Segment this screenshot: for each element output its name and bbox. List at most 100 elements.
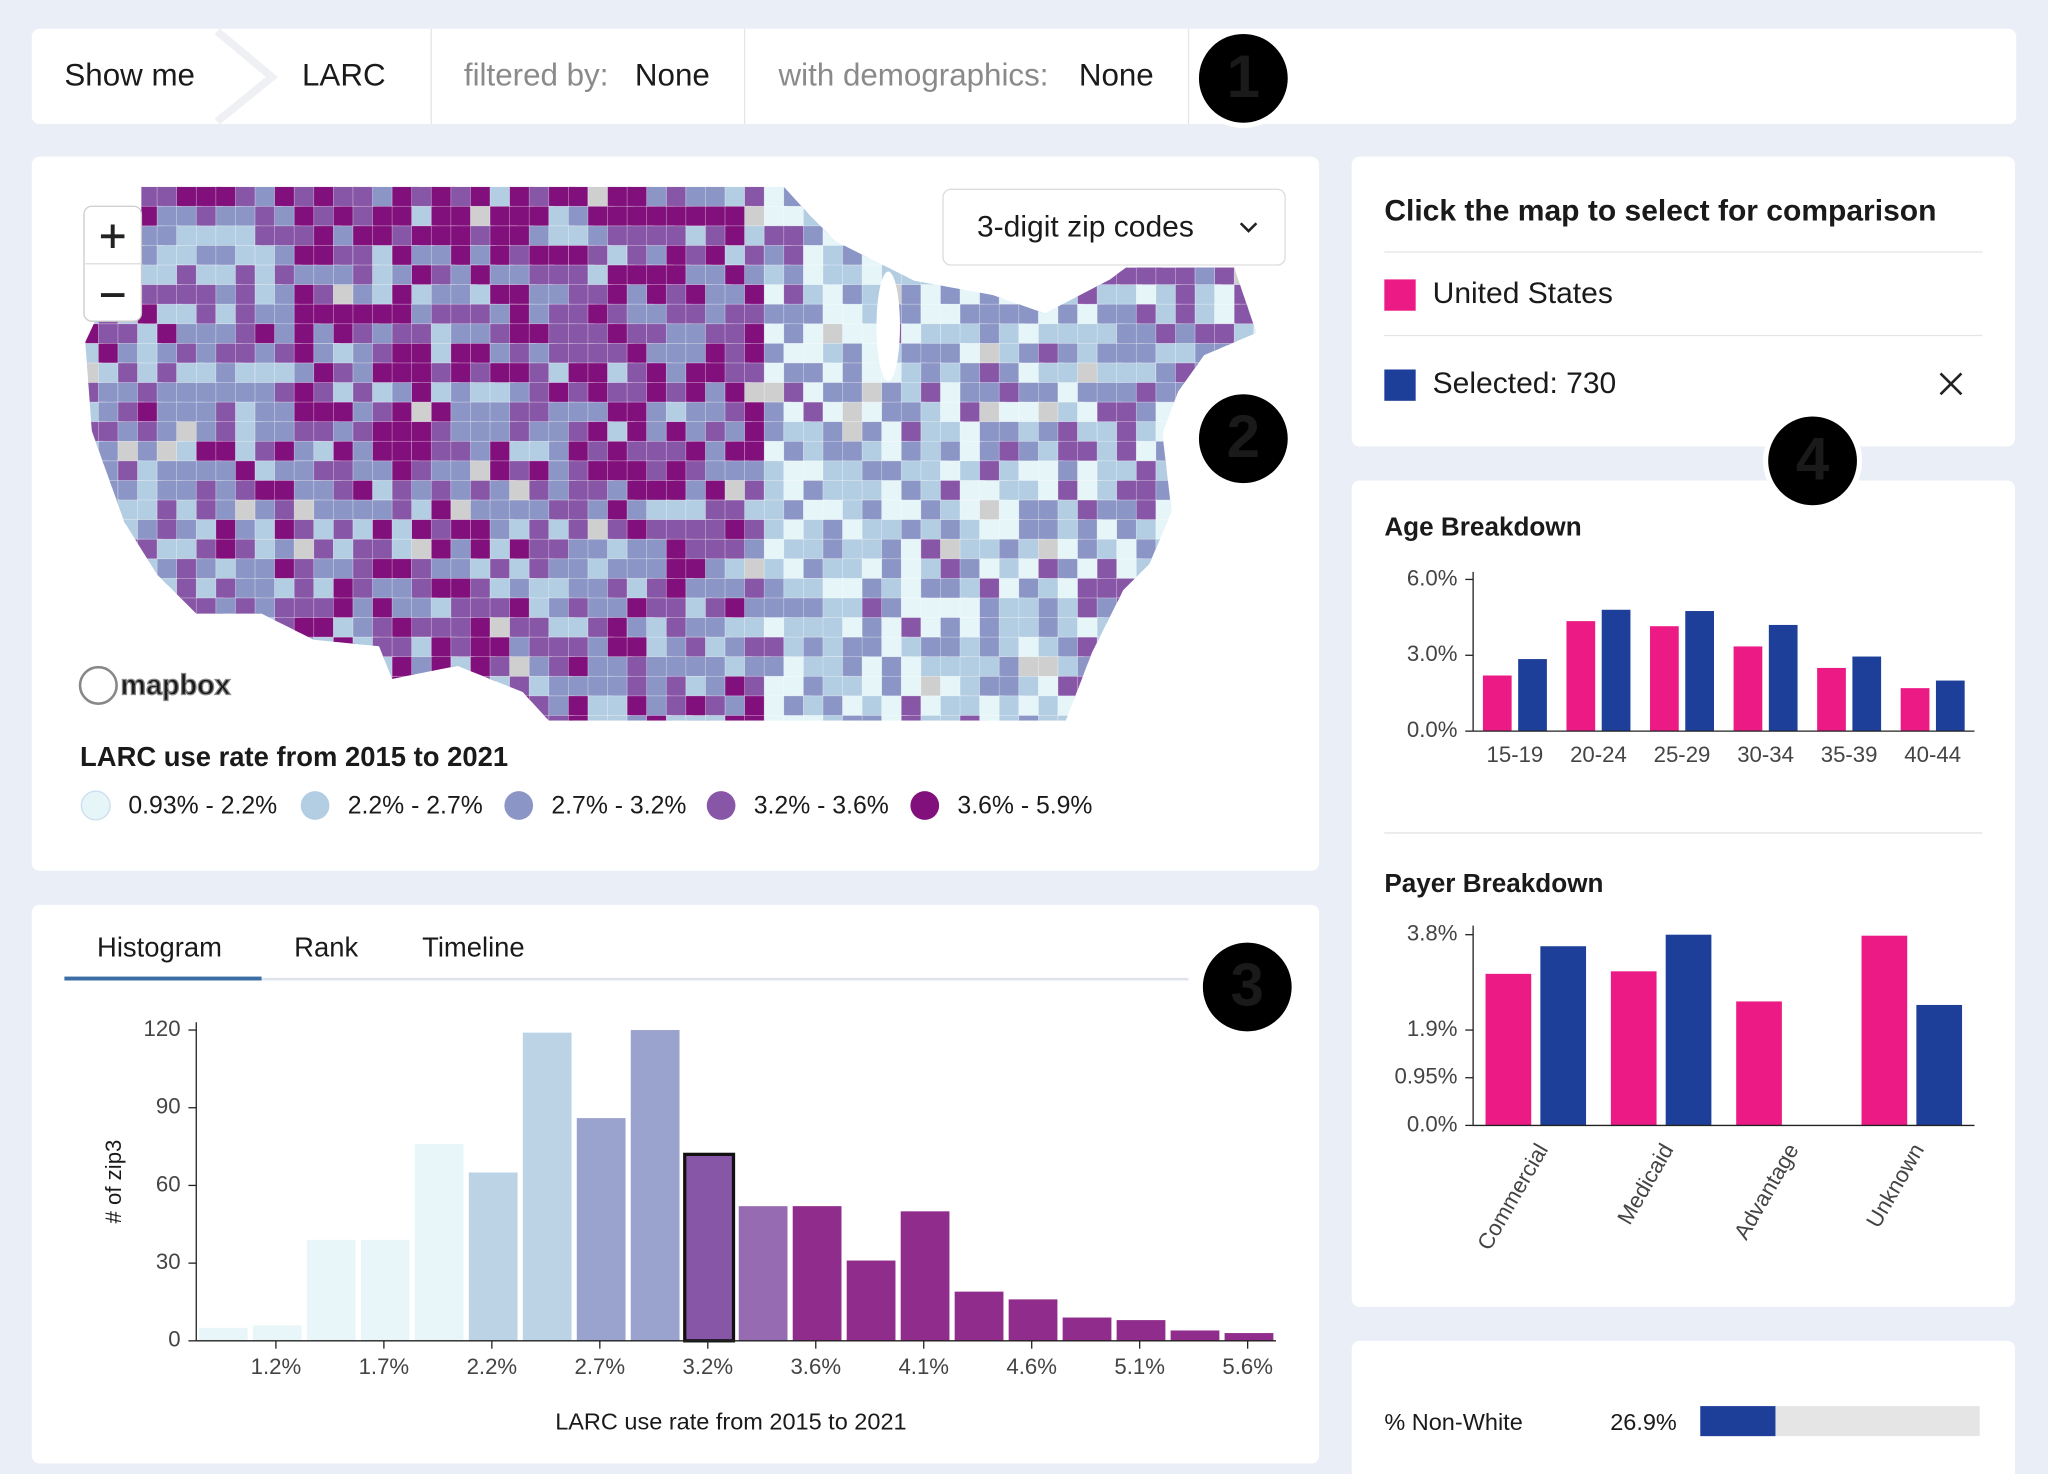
map-region [842, 303, 864, 326]
map-region [568, 656, 589, 679]
map-region [665, 675, 687, 699]
map-region [489, 245, 512, 269]
map-region [470, 284, 493, 307]
map-region [705, 715, 727, 721]
map-region [254, 382, 278, 404]
legend-swatch [504, 791, 534, 820]
histogram-bar[interactable] [1062, 1317, 1112, 1341]
metric[interactable]: LARC [302, 57, 386, 92]
tab[interactable]: Rank [294, 931, 358, 962]
map-region [842, 695, 864, 718]
level-text[interactable]: 3-digit zip codes [977, 210, 1194, 243]
map-region [548, 303, 572, 326]
histogram-bar[interactable] [1224, 1333, 1274, 1341]
map-region [822, 578, 845, 600]
map-region [803, 675, 825, 699]
legend-swatch [910, 791, 940, 820]
comparison-legend: United States Selected: 730 [1384, 277, 1616, 401]
histogram-bar[interactable] [630, 1030, 680, 1341]
tab[interactable]: Histogram [97, 931, 222, 962]
legend-swatch [1384, 279, 1416, 311]
x-tick-label: 15-19 [1487, 742, 1544, 767]
zoom-in[interactable] [100, 224, 125, 249]
map-region [881, 695, 903, 718]
histogram-bar[interactable] [954, 1291, 1004, 1341]
map-region [763, 715, 786, 721]
map-region [959, 343, 983, 365]
map-region [411, 617, 433, 638]
histogram-bar[interactable] [900, 1211, 950, 1341]
map-region [352, 460, 374, 482]
map-region [411, 636, 435, 660]
map-region [1057, 421, 1079, 444]
map-region [607, 617, 628, 639]
map-region [509, 440, 532, 463]
map-region [763, 421, 785, 444]
map-region [881, 597, 905, 621]
map-region [822, 715, 847, 721]
map-region [626, 421, 648, 443]
map-region [705, 225, 728, 247]
map-region [900, 695, 923, 717]
map-region [705, 382, 728, 406]
y-tick-label: 90 [156, 1094, 181, 1119]
demo-value[interactable]: None [1079, 57, 1154, 92]
map-region [646, 636, 669, 660]
histogram-bar[interactable] [252, 1325, 302, 1341]
map-region [509, 382, 531, 404]
histogram-bar[interactable] [1008, 1299, 1058, 1341]
map-region [333, 303, 356, 327]
map-region [1038, 401, 1061, 424]
map-region [195, 401, 219, 425]
histogram-bar[interactable] [360, 1239, 410, 1341]
map-region [1038, 421, 1062, 444]
tab[interactable]: Timeline [422, 931, 525, 962]
map-region [430, 205, 453, 228]
map-region [861, 401, 885, 423]
histogram-bar[interactable] [306, 1239, 356, 1341]
map-region [587, 499, 611, 521]
x-tick-label: 3.6% [790, 1354, 841, 1379]
legend-label: United States [1433, 277, 1613, 310]
map-region [940, 715, 966, 721]
breadcrumb-chevron [214, 28, 279, 125]
bar [1665, 934, 1712, 1126]
map-region [920, 675, 944, 698]
map-region [646, 245, 668, 266]
histogram-bar[interactable] [846, 1260, 896, 1341]
level-dropdown[interactable] [942, 188, 1286, 266]
histogram-bar[interactable] [1116, 1320, 1166, 1341]
map-region [822, 656, 844, 679]
map-region [1135, 401, 1158, 423]
histogram-bar[interactable] [683, 1152, 736, 1343]
clear-selection[interactable] [1939, 372, 1963, 396]
map-region [920, 499, 943, 521]
map-region [470, 597, 493, 621]
histogram-bar[interactable] [738, 1206, 788, 1341]
map-region [568, 538, 591, 562]
histogram-bar[interactable] [468, 1172, 518, 1341]
map-region [235, 519, 257, 541]
map-region [685, 460, 708, 482]
map-region [450, 636, 474, 658]
x-tick-label: 20-24 [1570, 742, 1627, 767]
map-region [509, 538, 532, 562]
histogram-bar[interactable] [1170, 1330, 1220, 1341]
map-region [822, 343, 845, 365]
histogram-bar[interactable] [414, 1143, 464, 1341]
map-region [685, 225, 707, 248]
histogram-bar[interactable] [792, 1206, 842, 1341]
histogram-bar[interactable] [522, 1032, 572, 1341]
map-region [803, 695, 825, 717]
y-tick-label: 0.95% [1395, 1064, 1458, 1089]
map-region [430, 617, 453, 639]
show-me: Show me [64, 57, 195, 92]
filter-value[interactable]: None [635, 57, 710, 92]
map-region [959, 715, 988, 721]
map-region [1135, 343, 1158, 365]
map-region [333, 440, 356, 465]
histogram-bar[interactable] [198, 1327, 248, 1341]
x-tick-label: 1.2% [251, 1354, 302, 1379]
map-region [411, 578, 433, 601]
histogram-bar[interactable] [576, 1118, 626, 1341]
